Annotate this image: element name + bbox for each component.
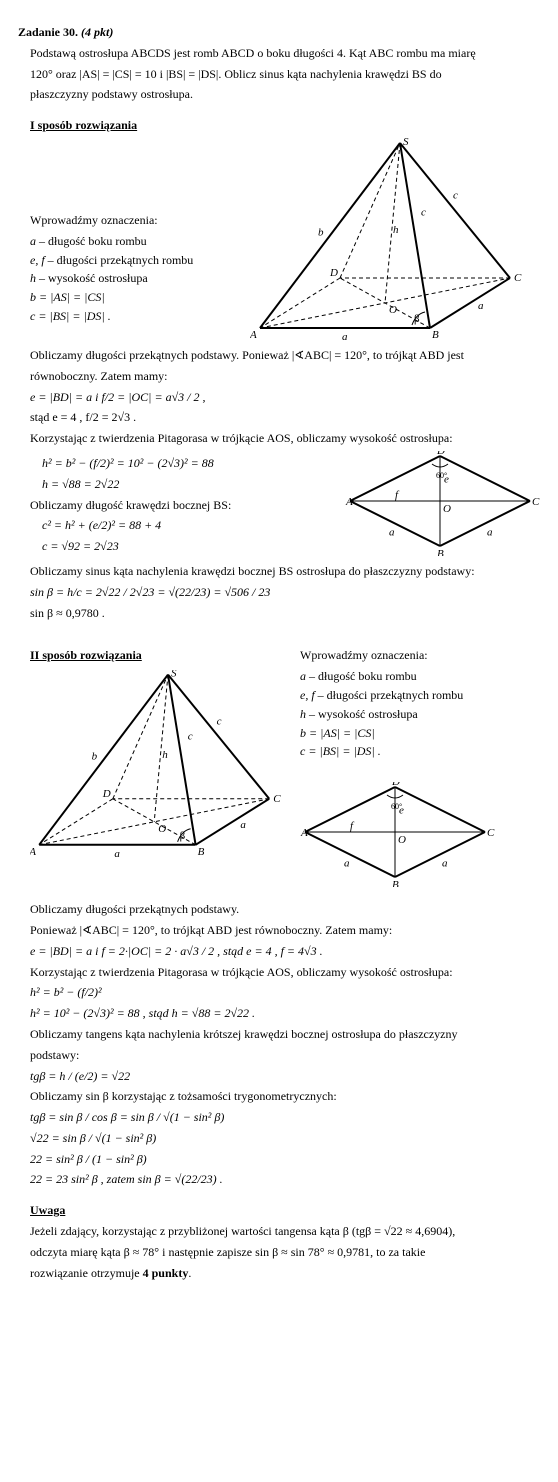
svg-text:a: a bbox=[487, 526, 493, 538]
task-header: Zadanie 30. (4 pkt) bbox=[18, 24, 540, 41]
m2-def-a: a – długość boku rombu bbox=[300, 668, 540, 685]
task-statement-3: płaszczyzny podstawy ostrosłupa. bbox=[30, 86, 540, 103]
svg-text:A: A bbox=[250, 329, 257, 341]
svg-text:a: a bbox=[389, 526, 395, 538]
m1-p4: Obliczamy sinus kąta nachylenia krawędzi… bbox=[30, 563, 540, 580]
m2-eq5: tgβ = sin β / cos β = sin β / √(1 − sin²… bbox=[30, 1109, 540, 1126]
svg-text:B: B bbox=[437, 548, 444, 556]
svg-text:β: β bbox=[414, 313, 420, 325]
task-statement-1: Podstawą ostrosłupa ABCDS jest romb ABCD… bbox=[30, 45, 540, 62]
task-points: (4 pkt) bbox=[81, 25, 113, 39]
svg-text:D: D bbox=[391, 782, 400, 788]
m1-eq5: c² = h² + (e/2)² = 88 + 4 bbox=[42, 517, 335, 534]
m1-eq6: c = √92 = 2√23 bbox=[42, 538, 335, 555]
m1-p1: Obliczamy długości przekątnych podstawy.… bbox=[30, 347, 540, 364]
task-statement-2: 120° oraz |AS| = |CS| = 10 i |BS| = |DS|… bbox=[30, 66, 540, 83]
svg-text:f: f bbox=[395, 489, 400, 501]
eq-c: c = |BS| = |DS| . bbox=[30, 308, 240, 325]
method2-title: II sposób rozwiązania bbox=[30, 648, 142, 662]
method1-title: I sposób rozwiązania bbox=[30, 118, 137, 132]
note-l3: rozwiązanie otrzymuje 4 punkty. bbox=[30, 1265, 540, 1282]
task-number: Zadanie 30. bbox=[18, 25, 78, 39]
svg-text:A: A bbox=[300, 827, 308, 839]
svg-text:a: a bbox=[344, 858, 350, 870]
note-l2: odczyta miarę kąta β ≈ 78° i następnie z… bbox=[30, 1244, 540, 1261]
m1-eq2: stąd e = 4 , f/2 = 2√3 . bbox=[30, 409, 540, 426]
m2-eq-c: c = |BS| = |DS| . bbox=[300, 743, 540, 760]
m2-p1b: Ponieważ |∢ABC| = 120°, to trójkąt ABD j… bbox=[30, 922, 540, 939]
svg-text:c: c bbox=[188, 731, 193, 743]
m2-eq1: e = |BD| = a i f = 2·|OC| = 2 · a√3 / 2 … bbox=[30, 943, 540, 960]
svg-text:a: a bbox=[240, 819, 246, 831]
pyramid-figure-1: A B C D S Oa a b c c h β bbox=[250, 138, 530, 343]
m2-eq3: h² = 10² − (2√3)² = 88 , stąd h = √88 = … bbox=[30, 1005, 540, 1022]
svg-text:a: a bbox=[442, 858, 448, 870]
m1-p3: Obliczamy długość krawędzi bocznej BS: bbox=[30, 497, 335, 514]
svg-text:O: O bbox=[398, 834, 406, 846]
def-ef: e, f – długości przekątnych rombu bbox=[30, 252, 240, 269]
method1-intro: Wprowadźmy oznaczenia: bbox=[30, 212, 240, 229]
m1-eq7: sin β = h/c = 2√22 / 2√23 = √(22/23) = √… bbox=[30, 584, 540, 601]
svg-text:O: O bbox=[158, 823, 166, 835]
note-title: Uwaga bbox=[30, 1203, 65, 1217]
svg-text:D: D bbox=[436, 451, 445, 457]
m2-p1: Obliczamy długości przekątnych podstawy. bbox=[30, 901, 540, 918]
svg-text:B: B bbox=[198, 846, 205, 858]
svg-text:O: O bbox=[443, 503, 451, 515]
svg-text:O: O bbox=[389, 304, 397, 316]
m1-eq3: h² = b² − (f/2)² = 10² − (2√3)² = 88 bbox=[42, 455, 335, 472]
svg-text:C: C bbox=[273, 793, 281, 805]
svg-text:B: B bbox=[392, 879, 399, 887]
svg-text:a: a bbox=[478, 300, 484, 312]
svg-text:a: a bbox=[342, 331, 348, 343]
svg-text:60°: 60° bbox=[391, 802, 402, 811]
svg-text:A: A bbox=[30, 846, 36, 858]
svg-text:C: C bbox=[514, 272, 522, 284]
svg-text:h: h bbox=[393, 224, 399, 236]
m2-eq2: h² = b² − (f/2)² bbox=[30, 984, 540, 1001]
svg-text:C: C bbox=[487, 827, 495, 839]
m2-eq8: 22 = 23 sin² β , zatem sin β = √(22/23) … bbox=[30, 1171, 540, 1188]
svg-text:A: A bbox=[345, 496, 353, 508]
m2-def-h: h – wysokość ostrosłupa bbox=[300, 706, 540, 723]
m2-p4: Obliczamy sin β korzystając z tożsamości… bbox=[30, 1088, 540, 1105]
def-a: a a – długość boku rombu– długość boku r… bbox=[30, 233, 240, 250]
m2-p3: Obliczamy tangens kąta nachylenia krótsz… bbox=[30, 1026, 540, 1043]
svg-text:h: h bbox=[162, 749, 168, 761]
rhombus-figure-1: ABCDOaaef60° bbox=[345, 451, 540, 556]
svg-text:f: f bbox=[350, 820, 355, 832]
svg-text:S: S bbox=[403, 138, 409, 148]
svg-text:β: β bbox=[180, 830, 186, 842]
svg-text:D: D bbox=[102, 788, 111, 800]
def-h: h – wysokość ostrosłupa bbox=[30, 270, 240, 287]
m1-p1b: równoboczny. Zatem mamy: bbox=[30, 368, 540, 385]
svg-text:b: b bbox=[318, 226, 324, 238]
svg-text:c: c bbox=[453, 189, 458, 201]
m2-eq4: tgβ = h / (e/2) = √22 bbox=[30, 1068, 540, 1085]
method2-intro: Wprowadźmy oznaczenia: bbox=[300, 647, 540, 664]
m2-p3b: podstawy: bbox=[30, 1047, 540, 1064]
note-l1: Jeżeli zdający, korzystając z przybliżon… bbox=[30, 1223, 540, 1240]
svg-text:c: c bbox=[217, 716, 222, 728]
m1-p2: Korzystając z twierdzenia Pitagorasa w t… bbox=[30, 430, 540, 447]
svg-text:B: B bbox=[432, 329, 439, 341]
svg-text:b: b bbox=[92, 751, 98, 763]
m1-eq1: e = |BD| = a i f/2 = |OC| = a√3 / 2 , bbox=[30, 389, 540, 406]
svg-text:S: S bbox=[171, 670, 177, 680]
svg-text:D: D bbox=[329, 267, 338, 279]
svg-text:a: a bbox=[114, 848, 120, 860]
pyramid-figure-2: A B C D S Oa a b c c h β bbox=[30, 670, 290, 875]
svg-text:C: C bbox=[532, 496, 540, 508]
m2-eq6: √22 = sin β / √(1 − sin² β) bbox=[30, 1130, 540, 1147]
m2-p2: Korzystając z twierdzenia Pitagorasa w t… bbox=[30, 964, 540, 981]
m2-eq-b: b = |AS| = |CS| bbox=[300, 725, 540, 742]
svg-text:c: c bbox=[421, 206, 426, 218]
m1-eq4: h = √88 = 2√22 bbox=[42, 476, 335, 493]
m1-eq8: sin β ≈ 0,9780 . bbox=[30, 605, 540, 622]
rhombus-figure-2: ABCDOaaef60° bbox=[300, 782, 540, 887]
eq-b: b = |AS| = |CS| bbox=[30, 289, 240, 306]
m2-eq7: 22 = sin² β / (1 − sin² β) bbox=[30, 1151, 540, 1168]
svg-text:60°: 60° bbox=[436, 471, 447, 480]
m2-def-ef: e, f – długości przekątnych rombu bbox=[300, 687, 540, 704]
